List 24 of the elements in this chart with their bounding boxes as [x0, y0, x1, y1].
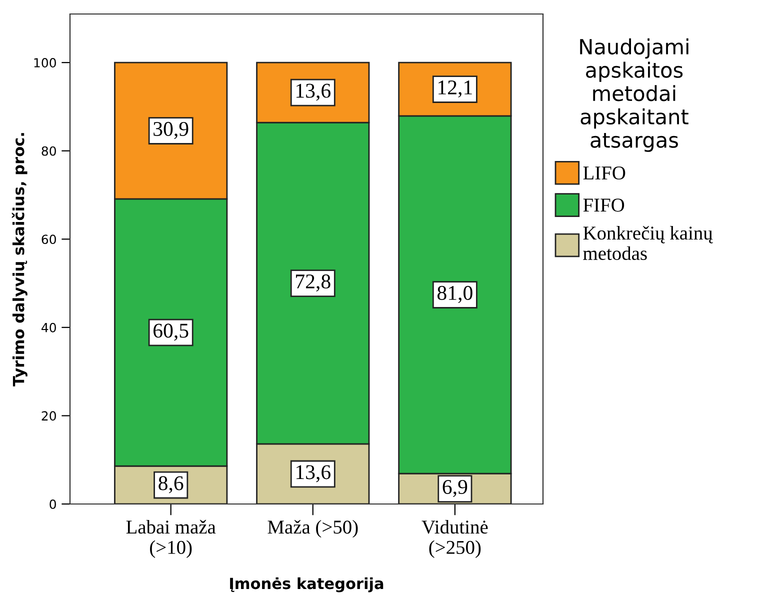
- x-tick-label: Labai maža (>10): [126, 520, 216, 558]
- y-tick-label: 40: [42, 322, 56, 332]
- x-axis-title: Įmonės kategorija: [230, 577, 384, 592]
- data-label: 6,9: [442, 480, 468, 497]
- y-tick-label: 80: [42, 146, 56, 156]
- y-tick-label: 100: [34, 58, 56, 68]
- y-tick-label: 60: [42, 234, 56, 244]
- x-tick-label: Maža (>50): [268, 520, 358, 538]
- data-label: 13,6: [296, 465, 330, 482]
- y-tick-label: 20: [42, 411, 56, 421]
- y-axis-title: Tyrimo dalyvių skaičius, proc.: [12, 133, 28, 386]
- data-label: 12,1: [438, 80, 472, 98]
- y-tick-label: 0: [50, 499, 56, 509]
- data-label: 30,9: [154, 122, 188, 139]
- legend-label: FIFO: [583, 198, 624, 212]
- legend-label: LIFO: [583, 166, 626, 180]
- data-label: 8,6: [158, 476, 184, 494]
- x-tick-label: Vidutinė (>250): [422, 520, 488, 558]
- legend-label: Konkrečių kainų metodas: [583, 226, 713, 260]
- data-label: 60,5: [154, 324, 188, 341]
- data-label: 81,0: [438, 286, 472, 303]
- data-label: 13,6: [296, 84, 330, 101]
- legend-title: Naudojami apskaitos metodai apskaitant atsargas: [580, 38, 688, 152]
- data-label: 72,8: [296, 274, 330, 292]
